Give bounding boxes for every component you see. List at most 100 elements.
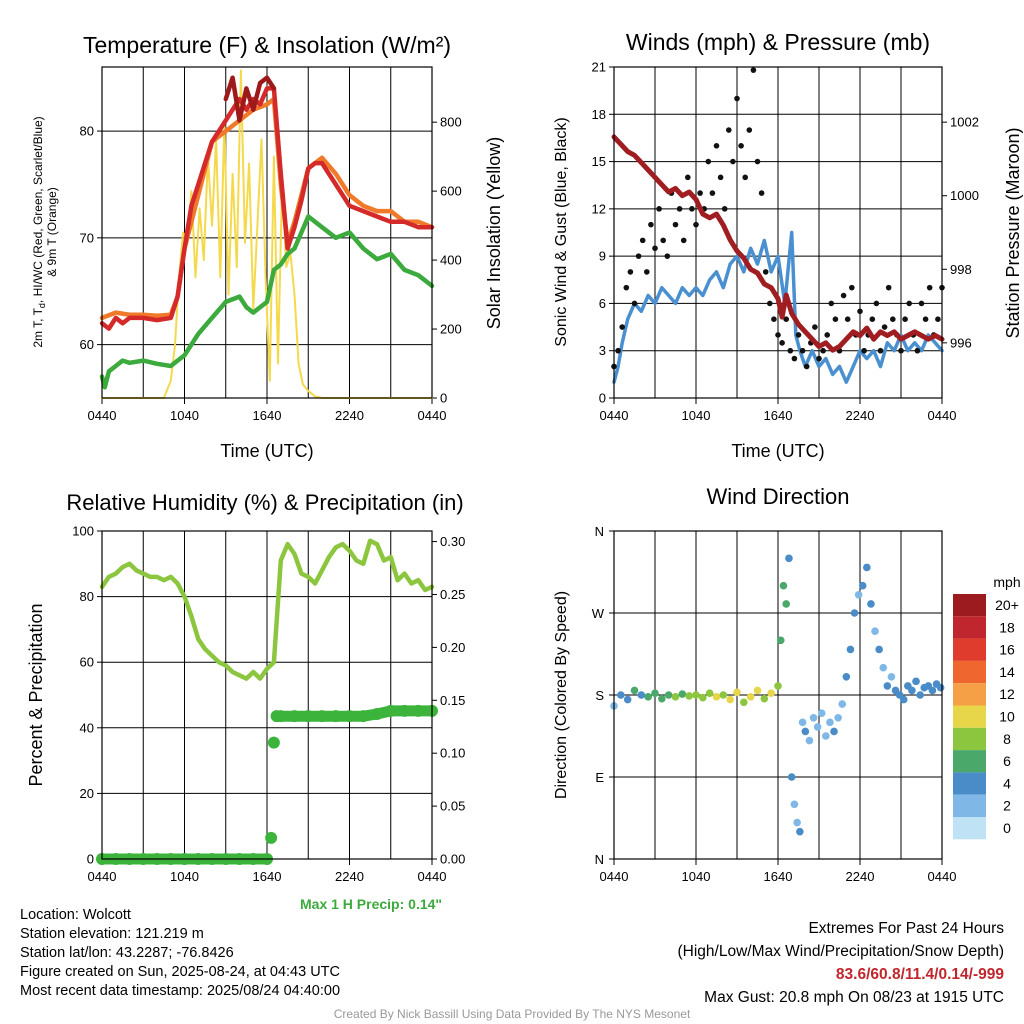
- precip-point: [316, 710, 328, 723]
- gust-point: [750, 67, 757, 73]
- gust-point: [922, 316, 929, 322]
- direction-point: [692, 691, 700, 699]
- direction-point: [712, 693, 721, 701]
- direction-point: [798, 718, 807, 727]
- credit-footer: Created By Nick Bassill Using Data Provi…: [333, 1007, 691, 1021]
- legend-label: 10: [999, 709, 1015, 725]
- plot-frame: [101, 530, 433, 860]
- legend-title: mph: [993, 574, 1020, 590]
- gust-point: [935, 316, 941, 322]
- y-tick-label: 70: [80, 230, 94, 245]
- legend-swatch: [953, 772, 986, 795]
- x-tick-label: 0440: [88, 408, 117, 423]
- direction-point: [796, 827, 804, 836]
- y2-axis-label: Solar Insolation (Yellow): [484, 137, 504, 329]
- y2-tick-label: 800: [440, 115, 462, 130]
- y-tick-label: 60: [80, 337, 94, 352]
- gust-point: [787, 347, 794, 354]
- gust-point: [656, 206, 662, 212]
- direction-point: [779, 581, 788, 590]
- y2-tick-label: 0: [440, 391, 447, 406]
- x-tick-label: 1040: [170, 408, 199, 423]
- direction-point: [801, 727, 810, 736]
- direction-point: [719, 691, 728, 699]
- gust-point: [676, 206, 683, 212]
- direction-point: [746, 693, 755, 701]
- gust-point: [914, 347, 921, 354]
- precip-point: [265, 831, 278, 844]
- y-tick-label: 20: [80, 786, 94, 801]
- legend-label: 6: [1003, 753, 1011, 769]
- gust-point: [775, 332, 781, 338]
- gust-point: [730, 158, 736, 165]
- y-axis-label: 2m T, Td, HI/WC (Red, Green, Scarlet/Blu…: [31, 116, 47, 347]
- max-precip-annotation: Max 1 H Precip: 0.14": [300, 896, 443, 912]
- precip-point: [357, 710, 370, 723]
- gust-point: [918, 300, 925, 307]
- gust-point: [844, 316, 851, 322]
- direction-point: [854, 590, 863, 599]
- gust-point: [873, 300, 880, 307]
- legend-swatch: [953, 727, 986, 751]
- gust-point: [717, 174, 724, 181]
- direction-point: [785, 554, 793, 563]
- gust-point: [881, 324, 888, 330]
- direction-point: [767, 689, 775, 697]
- legend-swatch: [953, 638, 986, 661]
- x-tick-label: 1640: [253, 408, 282, 423]
- gust-point: [627, 269, 634, 275]
- x-tick-label: 0440: [88, 869, 117, 884]
- x-tick-label: 0440: [418, 408, 447, 423]
- plot-frame: [613, 530, 943, 860]
- legend-swatch: [953, 794, 986, 817]
- gust-point: [705, 158, 712, 165]
- y-tick-label: 21: [592, 60, 606, 75]
- precip-point: [343, 710, 356, 723]
- station-elevation: Station elevation: 121.219 m: [20, 926, 204, 942]
- gust-point: [685, 174, 691, 181]
- gust-point: [857, 308, 863, 315]
- direction-point: [733, 688, 741, 697]
- direction-point: [774, 682, 782, 690]
- x-tick-label: 0440: [418, 869, 447, 884]
- max-gust: Max Gust: 20.8 mph On 08/23 at 1915 UTC: [704, 989, 1004, 1006]
- gust-point: [648, 221, 654, 228]
- gust-point: [631, 300, 638, 307]
- legend-swatch: [953, 683, 986, 706]
- gust-point: [619, 324, 625, 330]
- x-tick-label: 2240: [335, 408, 364, 423]
- y-tick-label: 100: [72, 524, 94, 539]
- gust-point: [680, 237, 687, 244]
- direction-point: [740, 698, 748, 707]
- station-location: Location: Wolcott: [20, 907, 131, 923]
- gust-point: [664, 253, 671, 259]
- legend-swatch: [953, 660, 986, 684]
- y-axis-label-part: , HI/WC (Red, Green, Scarlet/Blue): [31, 116, 45, 303]
- gust-point: [902, 316, 908, 322]
- gust-point: [783, 316, 789, 322]
- x-tick-label: 0440: [928, 869, 957, 884]
- gust-point: [816, 355, 822, 362]
- figure-created: Figure created on Sun, 2025-08-24, at 04…: [20, 964, 340, 980]
- direction-point: [822, 732, 830, 740]
- y2-tick-label: 0.00: [440, 852, 465, 867]
- gust-point: [742, 174, 748, 181]
- y-tick-label: E: [595, 770, 604, 785]
- gust-point: [840, 292, 847, 299]
- extremes-panel: Extremes For Past 24 Hours (High/Low/Max…: [678, 917, 1005, 1009]
- y2-tick-label: 0.25: [440, 587, 465, 602]
- gust-point: [885, 284, 892, 291]
- y2-tick-label: 0.05: [440, 799, 465, 814]
- extremes-subtitle: (High/Low/Max Wind/Precipitation/Snow De…: [677, 943, 1005, 960]
- legend-swatch: [953, 750, 986, 773]
- gust-point: [734, 95, 740, 102]
- chart-panel-3: 0440 1040 1640 2240 0440 0 20 40 60 80 100 0.00 0.05…: [26, 490, 465, 884]
- x-tick-label: 1040: [682, 408, 711, 423]
- direction-point: [838, 700, 847, 708]
- gust-point: [771, 316, 777, 322]
- gust-point: [767, 300, 773, 307]
- gust-point: [824, 332, 830, 338]
- gust-point: [697, 190, 703, 196]
